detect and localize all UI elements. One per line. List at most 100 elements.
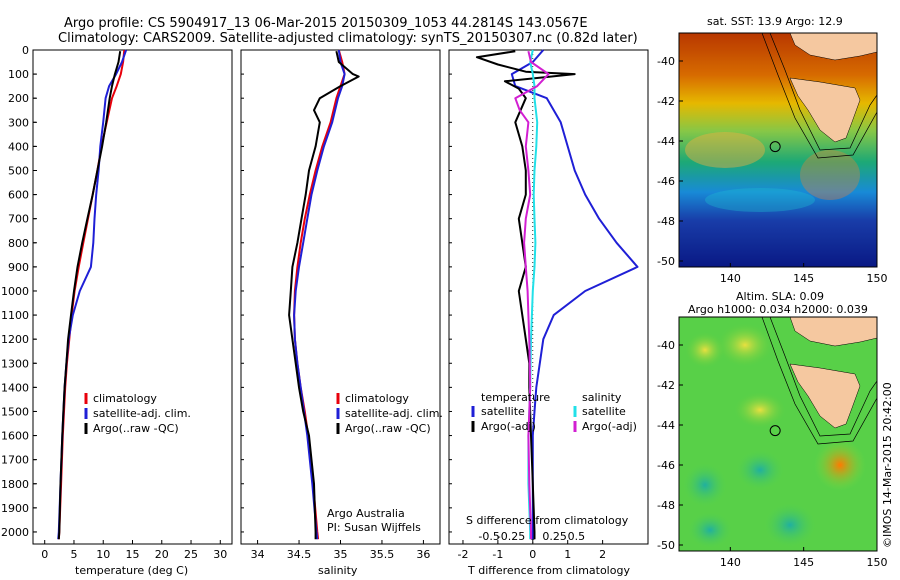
x-tick-label: 1 [564,548,571,561]
legend-argo: Argo(..raw -QC) [93,422,179,435]
map-y-tick-label: -42 [657,95,675,108]
legend-title-salinity: salinity [582,391,622,404]
depth-tick-label: 400 [8,140,29,153]
map-y-tick-label: -46 [657,175,675,188]
temperature-panel-frame [32,49,233,545]
legend-title-temperature: temperature [481,391,550,404]
x-tick-label: 34.5 [287,548,312,561]
sla-title-line1: Altim. SLA: 0.09 [736,290,824,303]
x-tick-label: 10 [96,548,110,561]
argo-location-marker [769,141,781,153]
temperature-legend: climatology satellite-adj. clim. Argo(..… [84,392,191,435]
x-tick-label: 0 [41,548,48,561]
series-argo-raw-qc [57,51,122,540]
x-tick-label: 0 [529,548,536,561]
map-y-tick-label: -48 [657,499,675,512]
depth-tick-label: 1600 [1,430,29,443]
map-x-tick-label: 145 [793,556,814,569]
map-x-tick-label: 140 [720,272,741,285]
depth-tick-label: 1400 [1,381,29,394]
map-y-tick-label: -48 [657,215,675,228]
x-tick-label: 20 [155,548,169,561]
series-climatology [57,49,126,540]
x-tick-top-label: -0.5 [478,530,499,543]
tasmania-landmass [789,77,861,143]
depth-tick-label: 300 [8,116,29,129]
series-argo-adj [475,50,576,540]
depth-tick-label: 1100 [1,309,29,322]
map-y-tick-label: -44 [657,419,675,432]
legend-climatology: climatology [93,392,157,405]
legend-satellite-adj: satellite-adj. clim. [93,407,191,420]
float-pi: PI: Susan Wijffels [327,521,421,534]
imos-watermark: ©IMOS 14-Mar-2015 20:42:00 [881,382,894,548]
depth-tick-label: 1000 [1,285,29,298]
legend-s-satellite: satellite [582,405,626,418]
mainland-landmass-sla [789,317,877,347]
difference-panel-frame [448,49,649,545]
map-x-tick-label: 150 [867,272,888,285]
difference-xlabel-bottom: T difference from climatology [467,564,630,577]
depth-tick-label: 200 [8,92,29,105]
depth-contour-1000-sla [769,317,877,437]
depth-tick-label: 600 [8,189,29,202]
difference-xlabel-top: S difference from climatology [466,514,629,527]
depth-tick-label: 1300 [1,357,29,370]
difference-panel: -2 -1 0 1 2-0.5-0.25 0 0.25 0.5 [449,49,639,561]
sst-map-frame [678,32,878,268]
tasmania-landmass-sla [789,363,861,429]
x-tick-label: 35 [334,548,348,561]
legend-climatology: climatology [345,392,409,405]
map-y-tick-label: -40 [657,55,675,68]
x-tick-top-label: 0.5 [568,530,586,543]
series-satellite-adj-clim [57,49,128,540]
depth-tick-label: 1800 [1,478,29,491]
legend-satellite-adj: satellite-adj. clim. [345,407,443,420]
x-tick-label: 5 [70,548,77,561]
depth-tick-label: 1500 [1,405,29,418]
difference-legend: temperature salinity satellite Argo(-adj… [471,391,637,433]
depth-contour-2000-sla [761,317,877,445]
x-tick-label: 25 [184,548,198,561]
legend-s-argo: Argo(-adj) [582,420,637,433]
x-tick-label: 34 [251,548,265,561]
sla-map-axes: 140 145 150 -40 -42 -44 -46 -48 -50 [657,339,887,569]
depth-tick-label: 900 [8,261,29,274]
float-owner: Argo Australia [327,507,405,520]
x-tick-label: 36 [416,548,430,561]
sst-heatmap [679,33,877,267]
salinity-panel: 34 34.5 35 35.5 36 [241,49,430,561]
depth-tick-label: 1700 [1,454,29,467]
header-line1: Argo profile: CS 5904917_13 06-Mar-2015 … [64,16,588,31]
salinity-xlabel: salinity [318,564,358,577]
legend-t-argo: Argo(-adj) [481,420,536,433]
header-line2: Climatology: CARS2009. Satellite-adjuste… [58,31,638,46]
series-argo-raw-qc [288,50,360,540]
depth-axis: 0 100 200 300 400 500 600 700 800 900 1000 1100 1200… [1,44,37,539]
map-y-tick-label: -44 [657,135,675,148]
x-tick-label: -2 [457,548,468,561]
series-satellite [510,49,639,540]
salinity-legend: climatology satellite-adj. clim. Argo(..… [336,392,443,435]
salinity-panel-frame [240,49,441,545]
x-tick-top-label: 0.25 [542,530,567,543]
depth-tick-label: 0 [22,44,29,57]
x-tick-label: 15 [126,548,140,561]
depth-tick-label: 800 [8,237,29,250]
map-y-tick-label: -46 [657,459,675,472]
x-tick-label: 30 [213,548,227,561]
x-tick-top-label: -0.25 [497,530,525,543]
legend-t-satellite: satellite [481,405,525,418]
sla-heatmap [679,317,877,551]
sst-map-axes: 140 145 150 -40 -42 -44 -46 -48 -50 [657,55,887,285]
depth-tick-label: 700 [8,213,29,226]
sla-map-frame [678,316,878,552]
map-x-tick-label: 145 [793,272,814,285]
map-y-tick-label: -50 [657,255,675,268]
map-x-tick-label: 150 [867,556,888,569]
depth-contour-1000 [769,33,877,151]
depth-tick-label: 100 [8,68,29,81]
legend-argo: Argo(..raw -QC) [345,422,431,435]
map-y-tick-label: -42 [657,379,675,392]
